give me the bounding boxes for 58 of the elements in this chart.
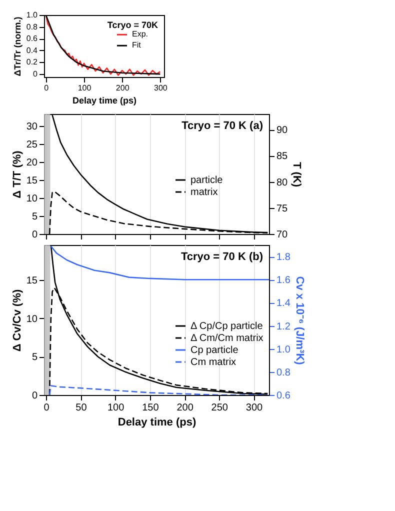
y-tick-label: 1.0 — [26, 10, 38, 20]
y-axis-title: Δ T/T (%) — [11, 150, 24, 198]
x-tick-label: 200 — [176, 402, 194, 414]
y2-tick-label: 1.2 — [276, 321, 291, 332]
annotation: Tcryo = 70 K (b) — [180, 251, 264, 263]
x-tick-label: 0 — [44, 84, 50, 92]
y2-axis-title: Cv x 10⁻⁶ (J/m³K) — [293, 276, 306, 366]
x-tick-label: 150 — [142, 402, 160, 414]
x-tick-label: 300 — [154, 84, 168, 92]
y2-tick-label: 80 — [276, 177, 288, 188]
y2-tick-label: 70 — [276, 230, 288, 240]
y-tick-label: 0.6 — [26, 34, 38, 44]
y2-tick-label: 0.6 — [276, 390, 291, 402]
y-tick-label: 0.8 — [26, 22, 38, 32]
x-tick-label: 300 — [246, 402, 264, 414]
y-tick-label: 0 — [33, 70, 38, 79]
annotation: Tcryo = 70K — [107, 20, 158, 30]
y2-tick-label: 1.6 — [276, 275, 291, 286]
y-axis-title: ΔTr/Tr (norm.) — [12, 16, 22, 76]
x-tick-label: 100 — [78, 84, 92, 92]
y-tick-label: 0 — [32, 230, 38, 240]
y-tick-label: 0 — [32, 390, 38, 402]
x-axis-title: Delay time (ps) — [118, 416, 196, 428]
y2-tick-label: 1.0 — [276, 344, 291, 356]
y2-tick-label: 0.8 — [276, 367, 291, 378]
y-tick-label: 5 — [32, 352, 38, 364]
legend-label: matrix — [190, 187, 218, 198]
y2-tick-label: 75 — [276, 203, 288, 214]
annotation: Tcryo = 70 K (a) — [182, 120, 264, 132]
y2-tick-label: 85 — [276, 151, 288, 162]
y-tick-label: 30 — [26, 121, 38, 132]
y-tick-label: 15 — [26, 175, 38, 186]
y2-tick-label: 1.8 — [276, 252, 291, 264]
x-tick-label: 50 — [76, 402, 88, 414]
legend-label: Δ Cm/Cm matrix — [190, 333, 264, 344]
y-tick-label: 20 — [26, 157, 38, 168]
legend-label: Exp. — [132, 30, 148, 39]
legend-label: particle — [190, 175, 224, 186]
y-tick-label: 5 — [32, 211, 38, 222]
legend-label: Fit — [132, 40, 142, 50]
legend-label: Δ Cp/Cp particle — [190, 321, 264, 332]
legend-label: Cp particle — [190, 345, 239, 356]
x-tick-label: 250 — [211, 402, 228, 414]
y-tick-label: 0.4 — [26, 46, 38, 55]
y2-tick-label: 90 — [276, 125, 288, 136]
y2-tick-label: 1.4 — [276, 298, 291, 310]
y-tick-label: 10 — [26, 193, 38, 204]
y-tick-label: 0.2 — [26, 58, 38, 67]
x-tick-label: 0 — [44, 402, 50, 414]
legend-label: Cm matrix — [190, 357, 236, 368]
y2-axis-title: T (K) — [290, 162, 303, 188]
y-tick-label: 10 — [26, 314, 38, 325]
x-tick-label: 200 — [116, 84, 130, 92]
y-tick-label: 15 — [26, 276, 38, 287]
x-axis-title: Delay time (ps) — [72, 96, 137, 106]
y-axis-title: Δ Cv/Cv (%) — [11, 289, 24, 352]
y-tick-label: 25 — [26, 139, 38, 150]
x-tick-label: 100 — [107, 402, 125, 414]
